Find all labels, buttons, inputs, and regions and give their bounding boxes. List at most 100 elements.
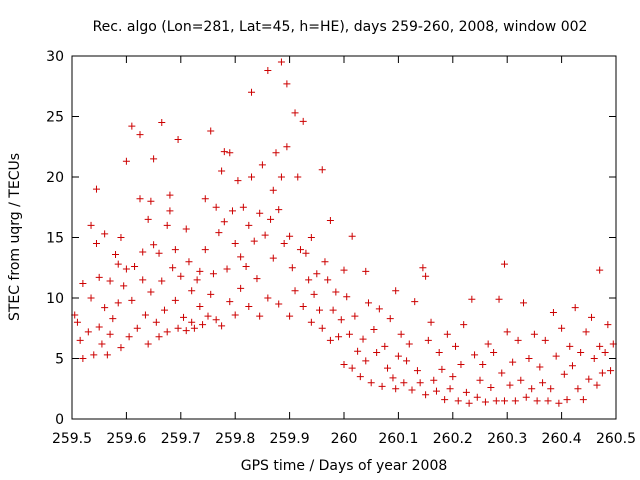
data-point bbox=[568, 362, 576, 370]
data-point bbox=[106, 277, 114, 285]
data-point bbox=[416, 379, 424, 387]
data-point bbox=[92, 240, 100, 248]
data-point bbox=[299, 302, 307, 310]
data-point bbox=[362, 357, 370, 365]
chart-title: Rec. algo (Lon=281, Lat=45, h=HE), days … bbox=[93, 19, 588, 35]
data-point bbox=[193, 276, 201, 284]
data-points bbox=[71, 58, 617, 407]
data-point bbox=[101, 230, 109, 238]
data-point bbox=[190, 324, 198, 332]
data-point bbox=[468, 295, 476, 303]
data-point bbox=[212, 203, 220, 211]
data-point bbox=[169, 264, 177, 272]
y-axis-label: STEC from uqrg / TECUs bbox=[7, 153, 23, 321]
data-point bbox=[245, 302, 253, 310]
data-point bbox=[166, 191, 174, 199]
data-point bbox=[283, 80, 291, 88]
data-point bbox=[226, 298, 234, 306]
x-tick-label: 259.7 bbox=[161, 431, 201, 447]
data-point bbox=[509, 358, 517, 366]
data-point bbox=[555, 399, 563, 407]
data-point bbox=[147, 288, 155, 296]
data-point bbox=[381, 342, 389, 350]
data-point bbox=[419, 264, 427, 272]
data-point bbox=[307, 318, 315, 326]
data-point bbox=[335, 333, 343, 341]
data-point bbox=[144, 340, 152, 348]
data-point bbox=[378, 382, 386, 390]
data-point bbox=[136, 131, 144, 139]
data-point bbox=[248, 88, 256, 96]
data-point bbox=[405, 340, 413, 348]
data-point bbox=[520, 299, 528, 307]
data-point bbox=[511, 397, 519, 405]
data-point bbox=[340, 361, 348, 369]
data-point bbox=[305, 276, 313, 284]
data-point bbox=[503, 328, 511, 336]
data-point bbox=[250, 237, 258, 245]
data-point bbox=[424, 336, 432, 344]
y-tick-label: 25 bbox=[46, 110, 64, 126]
data-point bbox=[601, 348, 609, 356]
data-point bbox=[288, 264, 296, 272]
data-point bbox=[313, 270, 321, 278]
data-point bbox=[408, 386, 416, 394]
data-point bbox=[506, 381, 514, 389]
data-point bbox=[280, 240, 288, 248]
data-point bbox=[604, 321, 612, 329]
data-point bbox=[106, 330, 114, 338]
data-point bbox=[248, 173, 256, 181]
data-point bbox=[367, 379, 375, 387]
data-point bbox=[122, 157, 130, 165]
data-point bbox=[590, 355, 598, 362]
data-point bbox=[457, 361, 465, 369]
data-point bbox=[267, 215, 275, 223]
x-tick-label: 260.5 bbox=[596, 431, 636, 447]
data-point bbox=[114, 299, 122, 307]
data-point bbox=[150, 241, 158, 249]
x-tick-label: 259.6 bbox=[106, 431, 146, 447]
data-point bbox=[209, 270, 217, 278]
data-point bbox=[152, 318, 160, 326]
data-point bbox=[392, 385, 400, 393]
data-point bbox=[234, 177, 242, 185]
data-point bbox=[269, 186, 277, 194]
data-point bbox=[286, 232, 294, 240]
data-point bbox=[256, 209, 264, 217]
x-tick-label: 259.9 bbox=[270, 431, 310, 447]
data-point bbox=[120, 282, 128, 290]
data-point bbox=[228, 207, 236, 215]
data-point bbox=[563, 396, 571, 404]
data-point bbox=[196, 302, 204, 310]
data-point bbox=[462, 388, 470, 396]
data-point bbox=[95, 273, 103, 281]
data-point bbox=[122, 265, 130, 273]
data-point bbox=[354, 347, 362, 355]
data-point bbox=[514, 336, 522, 344]
data-point bbox=[87, 294, 95, 302]
data-point bbox=[547, 385, 555, 393]
data-point bbox=[180, 313, 188, 321]
data-point bbox=[188, 318, 196, 326]
data-point bbox=[430, 376, 438, 384]
data-point bbox=[476, 376, 484, 384]
data-point bbox=[231, 240, 239, 248]
data-point bbox=[432, 387, 440, 395]
y-tick-label: 30 bbox=[46, 49, 64, 65]
data-point bbox=[411, 298, 419, 306]
data-point bbox=[182, 225, 190, 233]
data-point bbox=[79, 279, 87, 287]
data-point bbox=[163, 221, 171, 229]
data-point bbox=[525, 355, 533, 362]
data-point bbox=[201, 195, 209, 203]
data-point bbox=[449, 373, 457, 381]
data-point bbox=[212, 316, 220, 324]
data-point bbox=[403, 357, 411, 365]
data-point bbox=[215, 229, 223, 237]
data-point bbox=[574, 385, 582, 393]
data-point bbox=[139, 248, 147, 256]
x-tick-label: 260 bbox=[331, 431, 358, 447]
y-axis-ticks: 0 5 10 15 20 25 30 bbox=[46, 49, 616, 428]
data-point bbox=[348, 364, 356, 372]
